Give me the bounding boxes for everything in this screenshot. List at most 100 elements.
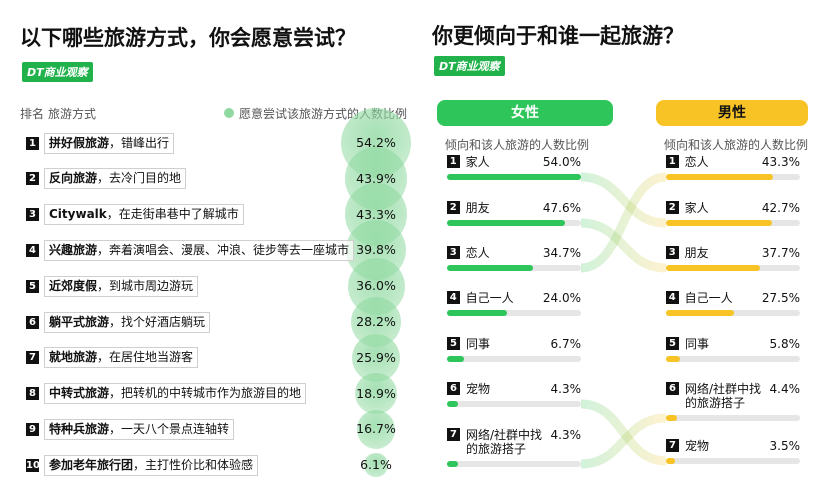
bar-track (447, 461, 581, 467)
bar (447, 220, 566, 226)
value-label: 24.0% (542, 291, 581, 305)
method-row: 反向旅游，去冷门目的地 (44, 168, 187, 190)
person-row: 7 网络/社群中找的旅游搭子 4.3% (447, 428, 581, 467)
method-name: 特种兵旅游 (49, 421, 110, 436)
bar (666, 415, 677, 421)
method-detail: ，找个好酒店躺玩 (109, 314, 206, 329)
person-row: 6 网络/社群中找的旅游搭子 4.4% (666, 382, 800, 421)
person-row: 2 家人 42.7% (666, 201, 800, 226)
value-label: 25.9% (356, 349, 396, 365)
method-detail: ，错峰出行 (109, 135, 170, 150)
method-name: 躺平式旅游 (49, 314, 110, 329)
value-label: 3.5% (769, 439, 801, 453)
value-label: 43.3% (356, 206, 396, 222)
rank-badge: 4 (26, 243, 39, 257)
method-name: 参加老年旅行团 (49, 457, 134, 472)
bar (447, 356, 464, 362)
bar-track (447, 174, 581, 180)
value-label: 6.7% (550, 337, 582, 351)
rank-badge: 1 (666, 155, 679, 168)
value-label: 5.8% (769, 337, 801, 351)
rank-badge: 3 (666, 246, 679, 259)
bar-track (666, 265, 800, 271)
rank-badge: 4 (666, 291, 679, 304)
bubble (364, 453, 388, 477)
name-header: 旅游方式 (48, 107, 97, 121)
method-detail: ，把转机的中转城市作为旅游目的地 (109, 386, 302, 401)
value-label: 36.0% (356, 278, 396, 294)
rank-badge: 2 (26, 172, 39, 186)
ribbon (580, 172, 667, 228)
value-label: 43.9% (356, 170, 396, 186)
value-label: 4.3% (550, 382, 582, 396)
method-name: 兴趣旅游 (49, 242, 98, 257)
person-name: 家人 (684, 201, 709, 215)
person-row: 3 朋友 37.7% (666, 246, 800, 271)
bar-track (447, 265, 581, 271)
rank-header: 排名 (20, 107, 45, 121)
panel-header: 男性 (656, 100, 808, 126)
bar-track (666, 356, 800, 362)
bar-track (447, 401, 581, 407)
person-row: 4 自己一人 24.0% (447, 291, 581, 316)
bar-track (666, 174, 800, 180)
person-row: 5 同事 6.7% (447, 337, 581, 362)
value-label: 54.0% (542, 155, 581, 169)
value-label: 54.2% (356, 135, 396, 150)
person-row: 2 朋友 47.6% (447, 201, 581, 226)
person-line: 1 恋人 43.3% (666, 155, 800, 169)
method-row: 近郊度假，到城市周边游玩 (44, 275, 199, 297)
ribbon (580, 399, 667, 466)
bar (666, 458, 675, 464)
person-name: 恋人 (684, 155, 709, 169)
value-label: 34.7% (542, 246, 581, 260)
rank-badge: 5 (666, 337, 679, 350)
bar (666, 265, 760, 271)
method-name: 近郊度假 (49, 278, 98, 293)
value-label: 28.2% (356, 314, 396, 329)
person-name: 网络/社群中找的旅游搭子 (466, 428, 543, 456)
bar-track (666, 310, 800, 316)
panel-subtitle: 倾向和该人旅游的人数比例 (445, 138, 590, 152)
method-detail: ，主打性价比和体验感 (133, 457, 254, 472)
person-name: 宠物 (466, 382, 491, 396)
person-row: 1 恋人 43.3% (666, 155, 800, 180)
value-label: 47.6% (542, 201, 581, 215)
method-name: 拼好假旅游 (49, 135, 110, 150)
value-label: 37.7% (761, 246, 800, 260)
bar-track (447, 356, 581, 362)
person-name: 宠物 (685, 439, 710, 453)
person-line: 3 恋人 34.7% (447, 246, 581, 260)
method-name: 就地旅游 (49, 350, 98, 365)
person-row: 1 家人 54.0% (447, 155, 581, 180)
rank-badge: 6 (666, 382, 679, 395)
method-row: 参加老年旅行团，主打性价比和体验感 (44, 454, 259, 476)
person-line: 2 家人 42.7% (666, 201, 800, 215)
person-row: 5 同事 5.8% (666, 337, 800, 362)
person-name: 朋友 (684, 246, 709, 260)
person-line: 4 自己一人 27.5% (666, 291, 800, 305)
rank-badge: 5 (447, 337, 460, 350)
method-detail: ，到城市周边游玩 (97, 278, 194, 293)
ribbon (580, 218, 667, 273)
person-name: 同事 (466, 337, 491, 351)
left-title: 以下哪些旅游方式，你会愿意尝试？ (20, 26, 356, 50)
rank-badge: 6 (447, 382, 460, 395)
legend-swatch (224, 108, 234, 118)
method-detail: ，奔着演唱会、漫展、冲浪、徒步等去一座城市 (97, 242, 350, 257)
rank-badge: 1 (26, 136, 39, 150)
person-line: 5 同事 5.8% (666, 337, 800, 351)
person-name: 自己一人 (465, 291, 514, 305)
person-line: 5 同事 6.7% (447, 337, 581, 351)
bar (666, 356, 681, 362)
ribbon (580, 172, 667, 273)
person-name: 家人 (465, 155, 490, 169)
rank-badge: 6 (26, 315, 39, 329)
method-name: 反向旅游 (49, 171, 98, 186)
method-row: 特种兵旅游，一天八个景点连轴转 (44, 418, 235, 440)
bar (666, 310, 735, 316)
bar (447, 461, 458, 467)
person-name: 朋友 (465, 201, 490, 215)
rank-badge: 4 (447, 291, 460, 304)
method-row: 中转式旅游，把转机的中转城市作为旅游目的地 (44, 383, 307, 405)
